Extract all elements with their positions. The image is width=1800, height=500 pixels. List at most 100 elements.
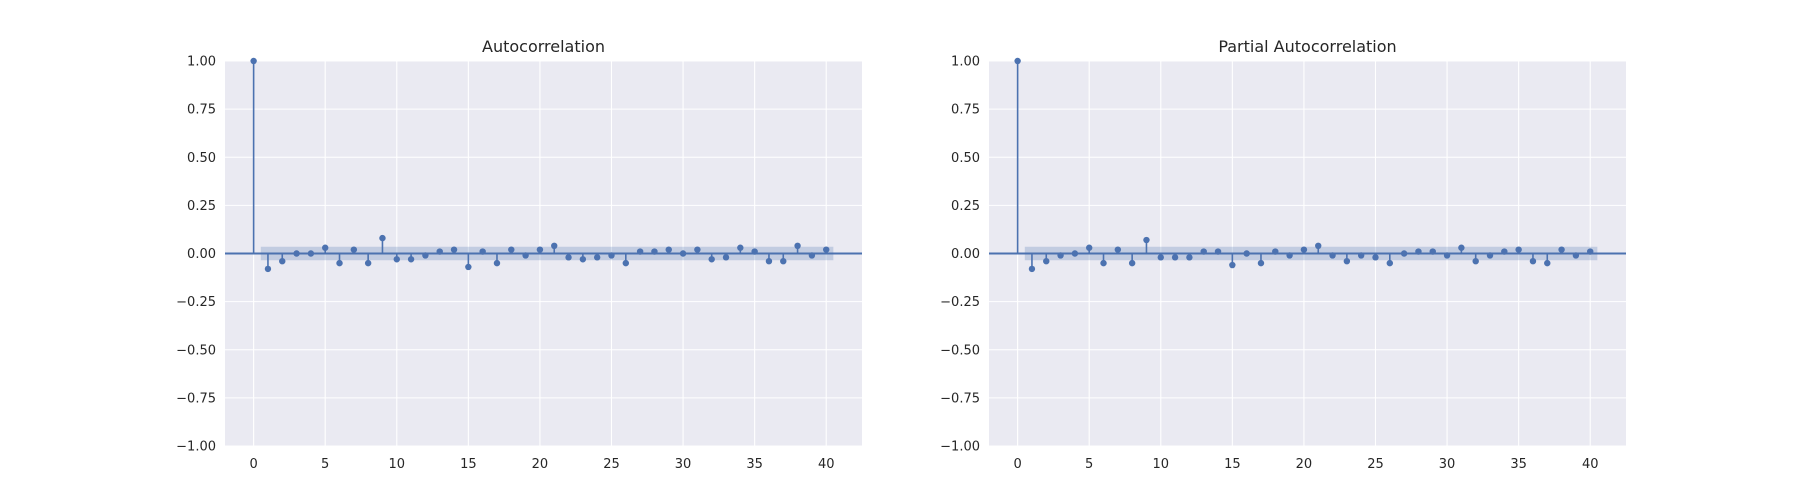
pacf-point-29 bbox=[1429, 248, 1436, 255]
pacf-point-38 bbox=[1558, 246, 1565, 253]
pacf-point-23 bbox=[1343, 258, 1351, 265]
acf-point-15 bbox=[465, 263, 472, 271]
pacf-point-35 bbox=[1515, 246, 1522, 253]
acf-point-37 bbox=[780, 258, 787, 265]
acf-y-tick-label: 0.75 bbox=[187, 103, 216, 118]
pacf-y-tick-label: 0.00 bbox=[951, 247, 980, 262]
acf-point-34 bbox=[737, 244, 744, 251]
acf-point-28 bbox=[651, 248, 658, 255]
acf-point-29 bbox=[665, 246, 672, 253]
acf-point-20 bbox=[536, 246, 544, 253]
pacf-point-14 bbox=[1214, 248, 1222, 255]
acf-y-tick-label: 1.00 bbox=[187, 55, 216, 70]
pacf-y-tick-label: 0.75 bbox=[951, 103, 980, 118]
pacf-x-tick-label: 35 bbox=[1510, 457, 1527, 472]
acf-point-9 bbox=[379, 234, 386, 242]
acf-point-18 bbox=[508, 246, 515, 253]
acf-point-32 bbox=[708, 256, 715, 263]
acf-x-tick-label: 35 bbox=[746, 457, 763, 472]
acf-point-23 bbox=[579, 256, 587, 263]
acf-y-tick-label: 0.00 bbox=[187, 247, 216, 262]
pacf-y-tick-label: −0.50 bbox=[940, 343, 980, 358]
acf-point-33 bbox=[722, 254, 730, 261]
acf-y-tick-label: −0.25 bbox=[176, 295, 216, 310]
acf-point-21 bbox=[551, 242, 558, 249]
acf-point-14 bbox=[450, 246, 458, 253]
pacf-x-tick-label: 25 bbox=[1367, 457, 1384, 472]
acf-x-tick-label: 40 bbox=[818, 457, 835, 472]
acf-y-tick-label: 0.25 bbox=[187, 199, 216, 214]
acf-y-tick-labels: 1.00 0.75 0.50 0.25 0.00 −0.25 −0.50 −0.75 −1.00 bbox=[176, 55, 216, 455]
pacf-x-tick-label: 0 bbox=[1013, 457, 1021, 472]
pacf-point-22 bbox=[1329, 252, 1336, 259]
pacf-point-10 bbox=[1157, 254, 1164, 261]
pacf-point-25 bbox=[1372, 254, 1379, 261]
pacf-point-37 bbox=[1544, 259, 1551, 267]
acf-x-tick-label: 25 bbox=[603, 457, 620, 472]
acf-point-26 bbox=[622, 259, 630, 267]
pacf-x-tick-label: 30 bbox=[1439, 457, 1456, 472]
acf-x-tick-label: 10 bbox=[389, 457, 406, 472]
pacf-point-12 bbox=[1186, 254, 1193, 261]
pacf-point-17 bbox=[1257, 259, 1265, 267]
acf-point-36 bbox=[765, 258, 773, 265]
acf-y-tick-label: −0.75 bbox=[176, 391, 216, 406]
acf-point-12 bbox=[422, 252, 429, 259]
pacf-point-19 bbox=[1286, 252, 1293, 259]
acf-point-5 bbox=[322, 244, 329, 251]
pacf-point-34 bbox=[1501, 248, 1508, 255]
acf-x-tick-label: 5 bbox=[321, 457, 329, 472]
pacf-point-21 bbox=[1315, 242, 1322, 249]
pacf-title: Partial Autocorrelation bbox=[1218, 37, 1396, 56]
pacf-point-0 bbox=[1014, 57, 1021, 65]
pacf-point-31 bbox=[1458, 244, 1465, 251]
pacf-point-2 bbox=[1043, 258, 1050, 265]
acf-panel: 0 5 10 15 20 25 30 35 40 1.00 0.75 0.50 0.25 0.00 −0.… bbox=[176, 37, 862, 472]
acf-point-6 bbox=[336, 259, 343, 267]
pacf-point-33 bbox=[1486, 252, 1494, 259]
acf-point-7 bbox=[350, 246, 358, 253]
acf-point-17 bbox=[493, 259, 501, 267]
acf-x-tick-labels: 0 5 10 15 20 25 30 35 40 bbox=[249, 457, 834, 472]
acf-y-tick-label: 0.50 bbox=[187, 151, 216, 166]
acf-point-16 bbox=[479, 248, 486, 255]
pacf-x-tick-label: 15 bbox=[1224, 457, 1241, 472]
pacf-point-26 bbox=[1386, 259, 1394, 267]
acf-point-19 bbox=[522, 252, 529, 259]
acf-y-tick-label: −0.50 bbox=[176, 343, 216, 358]
pacf-point-27 bbox=[1400, 250, 1408, 257]
acf-point-8 bbox=[364, 259, 372, 267]
acf-point-0 bbox=[250, 57, 257, 65]
acf-point-2 bbox=[279, 258, 286, 265]
pacf-point-8 bbox=[1128, 259, 1136, 267]
pacf-point-32 bbox=[1472, 258, 1479, 265]
acf-x-tick-label: 30 bbox=[675, 457, 692, 472]
pacf-y-tick-label: −1.00 bbox=[940, 440, 980, 455]
acf-point-40 bbox=[823, 246, 830, 253]
pacf-y-tick-label: 1.00 bbox=[951, 55, 980, 70]
acf-point-1 bbox=[264, 265, 272, 273]
pacf-point-6 bbox=[1100, 259, 1107, 267]
pacf-point-39 bbox=[1572, 252, 1580, 259]
acf-title: Autocorrelation bbox=[482, 37, 605, 56]
pacf-point-40 bbox=[1587, 248, 1594, 255]
acf-point-35 bbox=[751, 248, 758, 255]
pacf-y-tick-label: −0.75 bbox=[940, 391, 980, 406]
pacf-point-5 bbox=[1086, 244, 1093, 251]
acf-point-31 bbox=[694, 246, 701, 253]
pacf-x-tick-label: 10 bbox=[1153, 457, 1170, 472]
pacf-y-tick-label: 0.25 bbox=[951, 199, 980, 214]
pacf-x-tick-label: 5 bbox=[1085, 457, 1093, 472]
pacf-point-30 bbox=[1443, 252, 1451, 259]
pacf-point-4 bbox=[1071, 250, 1079, 257]
pacf-point-28 bbox=[1415, 248, 1422, 255]
pacf-point-9 bbox=[1143, 236, 1150, 244]
acf-point-27 bbox=[636, 248, 644, 255]
pacf-point-7 bbox=[1114, 246, 1122, 253]
acf-x-tick-label: 15 bbox=[460, 457, 477, 472]
pacf-x-tick-label: 40 bbox=[1582, 457, 1599, 472]
pacf-point-36 bbox=[1529, 258, 1537, 265]
pacf-y-tick-label: −0.25 bbox=[940, 295, 980, 310]
pacf-point-20 bbox=[1300, 246, 1308, 253]
